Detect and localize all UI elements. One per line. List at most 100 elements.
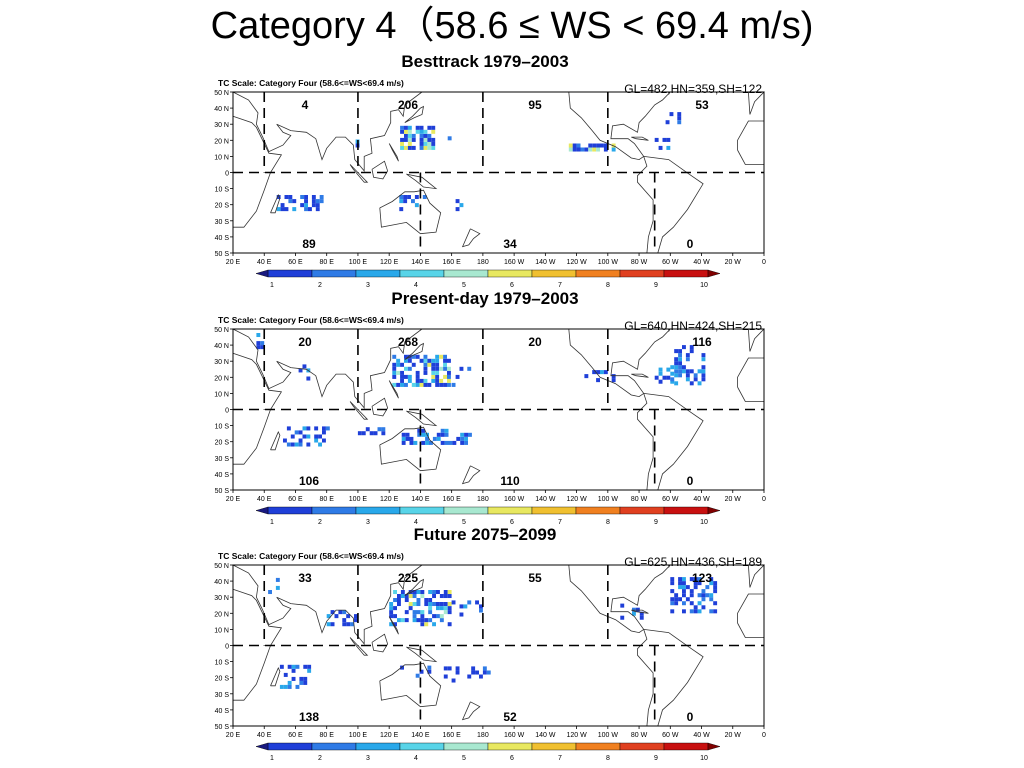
shading-cell	[588, 143, 593, 148]
shading-cell	[685, 353, 690, 358]
shading-cell	[460, 436, 465, 441]
shading-cell	[432, 436, 437, 441]
colorbar-segment	[267, 506, 313, 515]
shading-cell	[405, 436, 410, 441]
shading-cell	[408, 594, 413, 599]
shading-cell	[396, 370, 401, 375]
shading-cell	[452, 440, 457, 445]
shading-cell	[443, 362, 447, 367]
basin-count-wnp: 268	[398, 335, 418, 349]
shading-cell	[682, 369, 686, 374]
shading-cell	[400, 382, 404, 387]
shading-cell	[568, 143, 573, 148]
shading-cell	[447, 358, 451, 363]
colorbar-tick-label: 4	[414, 282, 418, 289]
shading-cell	[464, 440, 468, 445]
shading-cell	[678, 373, 682, 378]
shading-cell	[413, 440, 418, 445]
shading-cell	[304, 203, 308, 208]
shading-cell	[427, 382, 432, 387]
shading-cell	[436, 432, 441, 437]
shading-cell	[407, 129, 412, 134]
stats-label: GL=625,HN=436,SH=189	[624, 555, 762, 569]
shading-cell	[611, 374, 616, 379]
lon-label: 0	[762, 496, 766, 503]
shading-cell	[420, 622, 425, 627]
lon-label: 180	[477, 732, 489, 739]
shading-cell	[697, 601, 702, 606]
shading-cell	[357, 431, 362, 436]
coastline	[379, 426, 442, 472]
map-figure-present-day: TC Scale: Category Four (58.6<=WS<69.4 m…	[214, 315, 766, 526]
panel-title: Besttrack 1979–2003	[401, 52, 569, 71]
basin-count-sa: 0	[687, 474, 694, 488]
shading-cell	[427, 137, 432, 142]
shading-cell	[440, 428, 445, 433]
shading-cell	[416, 610, 421, 615]
lon-label: 120 E	[380, 496, 399, 503]
shading-cell	[431, 358, 436, 363]
shading-cell	[464, 432, 468, 437]
shading-cell	[682, 581, 686, 586]
lat-label: 40 N	[214, 106, 229, 113]
shading-cell	[311, 195, 316, 200]
shading-cell	[315, 199, 320, 204]
shading-cell	[596, 143, 600, 148]
shading-cell	[459, 612, 464, 617]
shading-cell	[314, 434, 319, 439]
lon-label: 180	[477, 496, 489, 503]
colorbar-tick-label: 10	[700, 519, 708, 526]
shading-cell	[682, 577, 686, 582]
shading-cell	[279, 684, 284, 689]
shading-cell	[432, 590, 436, 595]
colorbar-tick-label: 10	[700, 282, 708, 289]
panel-future: Future 2075–2099 TC Scale: Category Four…	[190, 525, 780, 765]
shading-cell	[576, 147, 581, 152]
shading-cell	[447, 378, 451, 383]
shading-cell	[693, 377, 698, 382]
shading-cell	[280, 207, 285, 212]
shading-cell	[286, 442, 291, 447]
shading-cell	[435, 358, 440, 363]
colorbar-segment	[399, 742, 445, 751]
shading-cell	[416, 590, 421, 595]
shading-cell	[411, 362, 416, 367]
coastline	[747, 564, 765, 588]
shading-cell	[705, 585, 710, 590]
shading-cell	[412, 618, 417, 623]
shading-cell	[674, 369, 679, 374]
shading-cell	[689, 349, 694, 354]
shading-cell	[600, 143, 604, 148]
lon-label: 20 E	[226, 259, 241, 266]
shading-cell	[459, 366, 464, 371]
shading-cell	[592, 143, 597, 148]
shading-cell	[392, 354, 397, 359]
shading-cell	[443, 358, 447, 363]
lat-label: 50 N	[214, 90, 229, 97]
stats-label: GL=640,HN=424,SH=215	[624, 319, 762, 333]
shading-cell	[440, 432, 445, 437]
shading-cell	[447, 602, 452, 607]
shading-cell	[670, 377, 675, 382]
shading-cell	[404, 598, 409, 603]
coastline	[232, 328, 424, 410]
basin-count-sp: 34	[503, 237, 517, 251]
coastline	[371, 397, 389, 417]
shading-cell	[294, 442, 299, 447]
shading-cell	[404, 618, 409, 623]
shading-cell	[596, 370, 600, 375]
shading-cell	[443, 374, 447, 379]
coastline	[349, 164, 369, 183]
shading-cell	[428, 606, 433, 611]
basin-count-sio: 89	[302, 237, 316, 251]
shading-cell	[689, 609, 694, 614]
lon-label: 80 E	[320, 259, 335, 266]
shading-layer	[256, 333, 706, 447]
shading-cell	[678, 369, 682, 374]
coastline	[349, 401, 369, 420]
colorbar-segment	[575, 742, 621, 751]
shading-cell	[674, 593, 679, 598]
shading-cell	[451, 600, 456, 605]
shading-cell	[678, 365, 682, 370]
shading-cell	[678, 349, 682, 354]
